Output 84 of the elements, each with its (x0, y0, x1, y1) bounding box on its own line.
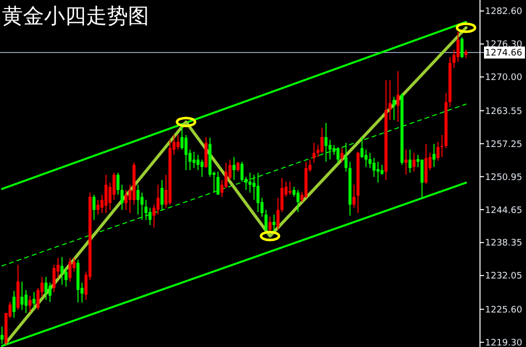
candlestick (92, 194, 96, 220)
candlestick (12, 290, 16, 318)
ref-line-label: 1274.66 (485, 48, 522, 59)
candlestick (120, 184, 124, 210)
candlestick (408, 149, 412, 174)
candlestick (352, 184, 356, 208)
candlestick (112, 172, 116, 200)
y-tick-label: 1282.60 (485, 7, 522, 18)
candlestick (456, 31, 460, 62)
candlestick (344, 142, 348, 172)
y-tick-label: 1250.95 (485, 172, 522, 183)
candlestick (268, 216, 272, 234)
candlestick (320, 127, 324, 154)
candlestick (396, 70, 400, 122)
y-tick-label: 1238.35 (485, 238, 522, 249)
y-tick-label: 1219.30 (485, 338, 522, 347)
candlestick (192, 151, 196, 169)
candlestick (252, 174, 256, 200)
candlestick (148, 207, 152, 226)
candlestick (328, 139, 332, 160)
candlestick (232, 156, 236, 181)
candlestick (20, 281, 24, 310)
candlestick (224, 162, 228, 188)
candlestick (296, 189, 300, 212)
y-tick-label: 1270.00 (485, 73, 522, 84)
candlestick (340, 148, 344, 162)
candlestick (276, 197, 280, 230)
candlestick (216, 171, 220, 196)
candlestick (264, 209, 268, 234)
candlestick (32, 292, 36, 310)
candlestick (332, 144, 336, 156)
candlestick (160, 180, 164, 210)
candlestick (256, 172, 260, 212)
candlestick (436, 141, 440, 162)
candlestick (412, 152, 416, 172)
candlestick (460, 36, 464, 59)
candlestick (104, 174, 108, 214)
candlestick (24, 289, 28, 314)
candlestick (64, 267, 68, 288)
candlestick (44, 276, 48, 300)
candlestick (372, 158, 376, 178)
candlestick (360, 136, 364, 159)
candlestick (60, 256, 64, 286)
candlestick (236, 161, 240, 172)
candlestick (272, 214, 276, 234)
candlestick (196, 154, 200, 171)
y-tick-label: 1225.60 (485, 305, 522, 316)
candlestick (312, 142, 316, 164)
candlestick (280, 177, 284, 212)
candlestick (364, 149, 368, 168)
candlestick (140, 192, 144, 220)
candlestick (288, 181, 292, 196)
candlestick (136, 184, 140, 216)
candlestick (440, 134, 444, 158)
candlestick (184, 134, 188, 171)
candlestick (248, 172, 252, 194)
candlestick (432, 143, 436, 168)
candlestick (156, 184, 160, 216)
candlestick (324, 122, 328, 162)
candlestick (376, 161, 380, 184)
candlestick (48, 282, 52, 302)
candlestick (28, 295, 32, 312)
candlestick (380, 164, 384, 176)
candlestick (404, 149, 408, 176)
candlestick (68, 258, 72, 282)
candlestick (0, 326, 4, 344)
y-tick-label: 1232.05 (485, 272, 522, 282)
candlestick (368, 152, 372, 169)
candlestick (420, 159, 424, 198)
candlestick (200, 159, 204, 178)
candlestick (176, 134, 180, 150)
candlestick (116, 172, 120, 196)
y-tick-label: 1257.25 (485, 140, 522, 150)
candlestick (336, 146, 340, 164)
y-tick-label: 1263.55 (485, 106, 522, 117)
candlestick (52, 264, 56, 293)
chart-title: 黄金小四走势图 (2, 4, 149, 28)
candlestick (240, 161, 244, 182)
candlestick (388, 80, 392, 120)
candlestick (96, 199, 100, 216)
candlestick (144, 199, 148, 220)
candlestick (124, 189, 128, 210)
candlestick (392, 96, 396, 120)
y-tick-label: 1244.65 (485, 206, 522, 216)
